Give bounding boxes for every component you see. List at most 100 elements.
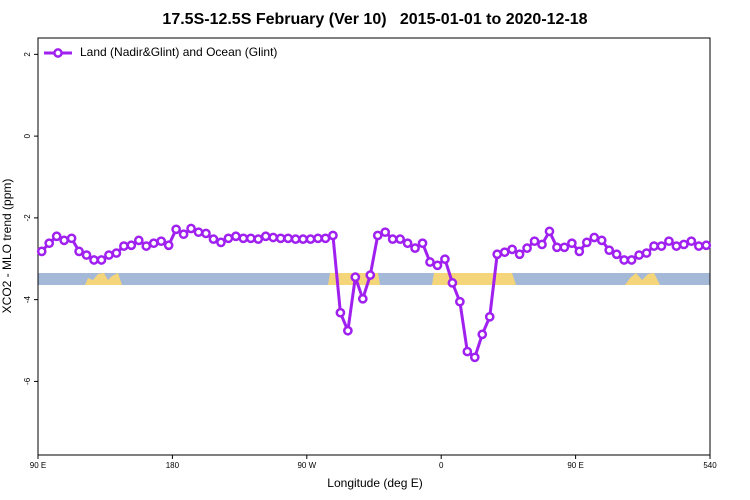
data-point [260,231,271,242]
y-axis-label: XCO2 - MLO trend (ppm) [0,179,14,314]
data-point [656,241,667,251]
data-point [671,241,682,251]
data-point [201,228,211,239]
x-tick-label: 0 [439,461,444,470]
data-point [537,239,547,250]
data-point [619,255,629,265]
data-point [283,233,293,244]
data-point [357,293,368,304]
data-point [223,233,234,244]
data-point [290,234,301,244]
land-band [625,273,660,285]
legend-label: Land (Nadir&Glint) and Ocean (Glint) [80,45,277,59]
data-point [268,232,279,243]
data-point [514,249,525,260]
y-tick-label: -6 [23,377,32,385]
data-point [507,244,517,255]
x-tick-label: 540 [703,461,717,470]
data-point [552,242,562,253]
data-point [402,238,413,249]
y-tick-label: -4 [23,296,32,304]
data-point [596,235,607,246]
data-point [417,238,428,249]
data-point [44,238,55,249]
x-tick-label: 90 E [30,461,46,470]
data-point [245,233,256,244]
data-point [156,236,167,247]
x-tick-label: 90 W [297,461,316,470]
data-point [626,255,637,265]
data-point [499,247,510,258]
data-point [664,236,674,247]
data-point [469,352,480,363]
land-band [432,273,516,285]
data-point [66,233,77,244]
data-point [544,226,555,237]
data-point [559,242,570,253]
data-point [440,254,450,265]
data-point [335,307,346,318]
data-point [163,240,174,251]
data-point [81,250,92,260]
data-point [679,239,689,250]
data-point [693,241,704,251]
x-axis-label: Longitude (deg E) [327,476,422,490]
data-point [380,227,391,238]
x-tick-label: 90 E [567,461,583,470]
data-point [275,233,286,244]
data-point [178,229,189,240]
data-point [59,235,69,246]
y-tick-label: -2 [23,214,32,222]
data-point [313,233,323,244]
data-point [193,227,204,238]
land-band [85,273,122,285]
legend-marker [53,48,63,58]
data-point [410,243,420,253]
data-point [425,257,435,267]
data-point [395,234,405,244]
data-point [104,250,114,260]
data-point [141,241,152,251]
data-point [492,249,503,260]
data-point [133,235,144,246]
data-point [186,223,196,234]
data-point [126,240,137,251]
data-point [567,238,577,249]
data-point [119,241,129,251]
data-point [208,234,219,244]
data-point [372,230,383,241]
data-point [484,311,495,322]
data-point [604,245,615,256]
data-point [320,233,331,244]
data-point [216,237,226,248]
data-point [238,233,249,244]
data-point [36,246,47,257]
data-point [462,346,473,357]
data-point [305,234,316,244]
data-point [111,248,122,258]
data-point [328,230,338,241]
y-tick-label: 0 [23,133,32,138]
chart-title: 17.5S-12.5S February (Ver 10) 2015-01-01… [162,11,587,28]
data-point [298,234,308,244]
data-point [589,232,600,243]
data-point [231,231,241,242]
data-point [522,243,532,253]
data-point [529,236,540,247]
data-point [581,237,592,248]
data-point [51,231,62,242]
data-point [477,329,488,340]
data-point [701,240,712,251]
data-point [365,270,376,280]
data-point [387,234,398,244]
data-point [89,255,99,265]
data-point [641,248,652,258]
data-point [686,236,697,247]
data-point [171,224,181,235]
data-point [432,260,443,271]
data-point [634,250,644,260]
y-tick-label: 2 [23,52,32,57]
data-point [611,249,622,260]
data-point [649,241,659,251]
